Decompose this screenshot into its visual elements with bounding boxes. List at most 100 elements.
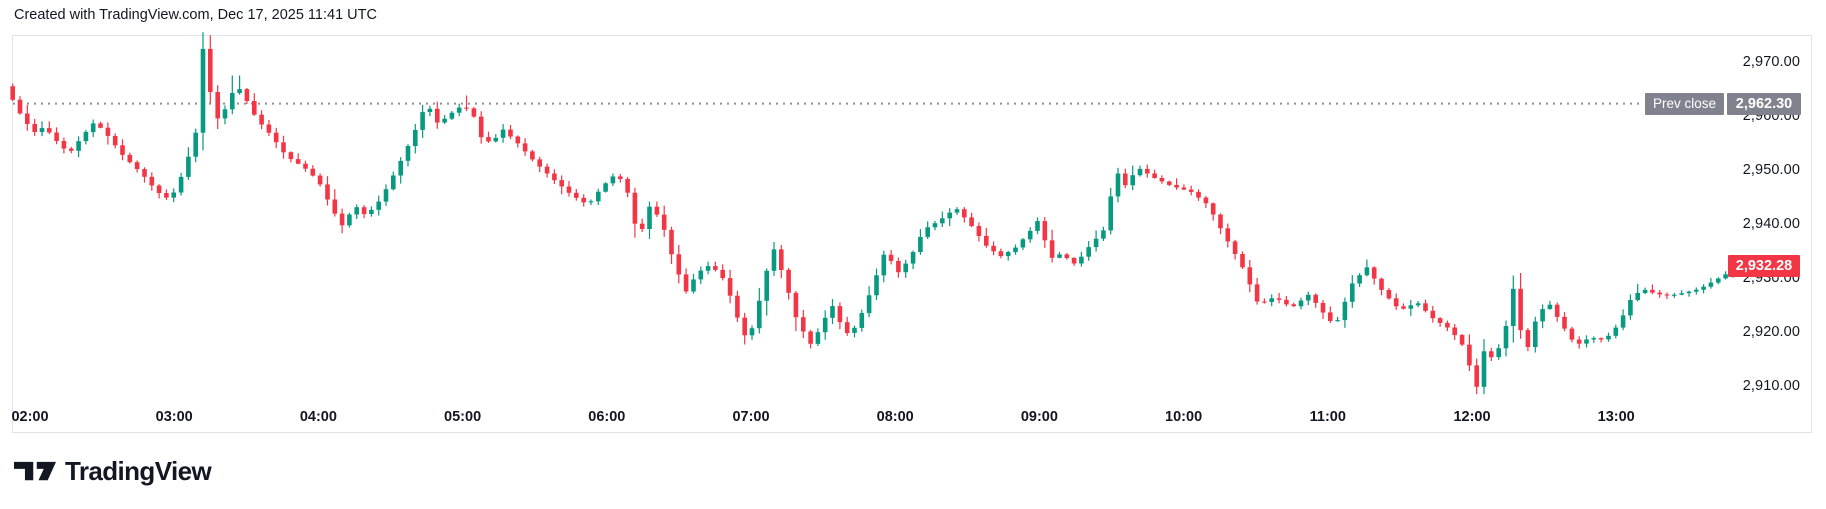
candle: [859, 313, 865, 328]
candle: [910, 252, 916, 264]
last-price-badge: 2,932.28: [1728, 254, 1800, 277]
candle: [874, 275, 879, 296]
candle: [1496, 348, 1501, 358]
candle: [801, 317, 806, 332]
candle: [1093, 238, 1099, 248]
candle: [61, 141, 67, 149]
candle: [413, 129, 418, 146]
candle: [1145, 168, 1150, 174]
candle: [749, 328, 755, 336]
candle: [852, 327, 857, 333]
candle: [1628, 300, 1633, 316]
candle: [705, 266, 711, 271]
candle: [1284, 299, 1289, 305]
candle: [661, 214, 667, 230]
candle: [244, 89, 250, 101]
candle: [1635, 292, 1640, 300]
candle: [1176, 178, 1178, 190]
candle: [537, 159, 542, 167]
tradingview-logo-icon: [14, 461, 56, 481]
candle: [625, 179, 630, 193]
candle: [566, 186, 572, 193]
price-tick-label: 2,920.00: [1742, 324, 1800, 340]
candle: [1254, 284, 1260, 302]
candle: [1620, 315, 1626, 328]
candle: [1651, 284, 1653, 295]
candle: [1210, 203, 1216, 215]
candle: [1672, 294, 1677, 296]
candle: [493, 137, 499, 142]
candle: [1049, 240, 1055, 258]
candle: [325, 184, 330, 200]
candle: [698, 270, 704, 280]
time-tick-label: 12:00: [1453, 409, 1491, 425]
candle: [149, 176, 155, 186]
candle: [515, 136, 521, 144]
candle: [984, 235, 989, 246]
candle: [1423, 303, 1428, 311]
candle: [420, 112, 425, 130]
candle: [354, 207, 359, 215]
candle: [581, 197, 586, 203]
candle: [976, 226, 982, 236]
candle: [1606, 335, 1611, 340]
candle: [500, 129, 506, 138]
candle: [288, 152, 294, 160]
candle: [530, 151, 535, 160]
candle: [1379, 278, 1384, 290]
candle: [1686, 291, 1692, 294]
candle: [1569, 328, 1575, 340]
candle: [1576, 339, 1582, 344]
candle: [947, 212, 952, 219]
candle: [486, 137, 491, 142]
candle: [1263, 298, 1265, 304]
time-tick-label: 11:00: [1309, 409, 1346, 425]
candle: [793, 292, 799, 318]
candle: [339, 213, 345, 226]
candle: [25, 113, 30, 124]
candle: [1174, 184, 1179, 188]
candle: [918, 236, 923, 252]
candle: [1681, 290, 1683, 296]
candle: [1688, 290, 1690, 297]
candle: [1650, 289, 1655, 293]
candle: [32, 124, 37, 132]
candle: [69, 148, 74, 151]
candle: [1042, 221, 1048, 241]
candle: [691, 279, 696, 292]
candle: [522, 143, 528, 152]
candle: [676, 254, 682, 275]
candle: [544, 166, 550, 174]
candle: [376, 201, 381, 210]
time-tick-label: 07:00: [732, 409, 770, 425]
candle: [239, 75, 241, 95]
candle: [200, 48, 206, 133]
candle: [54, 132, 59, 141]
candle: [1247, 267, 1253, 285]
candle: [1518, 288, 1523, 331]
candle: [844, 322, 850, 333]
candle: [98, 123, 103, 128]
candle: [808, 331, 813, 344]
candle: [1337, 316, 1339, 322]
candle: [1364, 267, 1370, 276]
candle: [1481, 351, 1487, 387]
candle: [1591, 338, 1597, 340]
candle: [1679, 293, 1684, 295]
candle: [603, 183, 608, 192]
candle: [552, 173, 557, 181]
candle: [940, 218, 945, 224]
candle: [39, 128, 45, 132]
candle: [281, 142, 286, 153]
candle: [1350, 283, 1355, 302]
candle: [1203, 197, 1209, 204]
price-tick-label: 2,910.00: [1742, 378, 1800, 394]
candle: [1401, 306, 1406, 309]
candle: [1637, 283, 1639, 302]
candle: [178, 176, 184, 193]
tradingview-logo[interactable]: TradingView: [14, 458, 212, 484]
candle: [1071, 258, 1077, 264]
candle: [727, 278, 733, 296]
candle: [1276, 298, 1282, 300]
